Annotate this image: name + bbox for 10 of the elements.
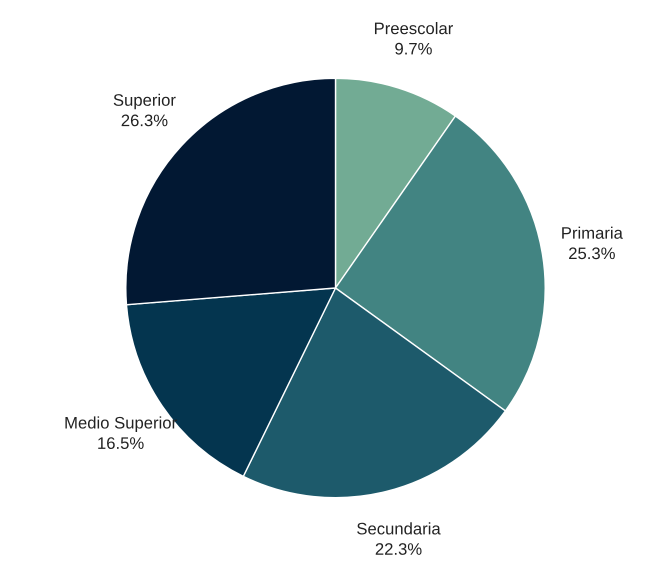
data-label: 26.3%	[122, 114, 168, 126]
data-label: 16.5%	[98, 437, 144, 450]
data-label: 9.7%	[395, 42, 432, 55]
data-label: 22.3%	[376, 543, 422, 555]
slice-label: Medio Superior	[65, 416, 177, 432]
slice-label: Preescolar	[374, 22, 453, 34]
slice-label: Superior	[114, 94, 176, 110]
slice-label: Primaria	[562, 226, 623, 239]
slice-label: Secundaria	[357, 522, 441, 535]
data-label: 25.3%	[569, 247, 615, 260]
